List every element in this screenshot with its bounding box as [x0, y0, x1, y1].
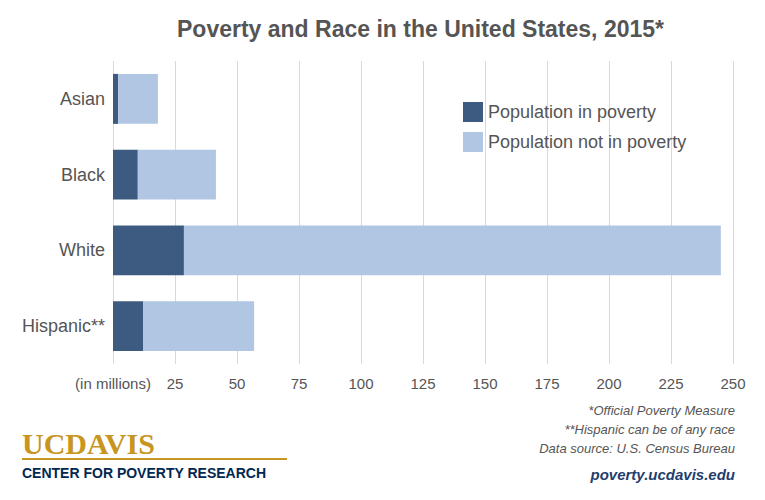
svg-text:75: 75	[291, 375, 308, 392]
svg-text:200: 200	[596, 375, 621, 392]
svg-text:White: White	[59, 240, 105, 260]
svg-text:Black: Black	[61, 165, 106, 185]
svg-text:125: 125	[410, 375, 435, 392]
svg-text:175: 175	[534, 375, 559, 392]
svg-text:225: 225	[658, 375, 683, 392]
svg-text:**Hispanic can be of any race: **Hispanic can be of any race	[564, 422, 735, 437]
svg-text:50: 50	[229, 375, 246, 392]
svg-text:Population in poverty: Population in poverty	[488, 102, 656, 122]
svg-text:Hispanic**: Hispanic**	[22, 316, 105, 336]
svg-text:Poverty and Race in the United: Poverty and Race in the United States, 2…	[177, 16, 664, 42]
svg-text:Asian: Asian	[60, 89, 105, 109]
svg-text:Data source: U.S. Census Burea: Data source: U.S. Census Bureau	[539, 441, 735, 456]
svg-text:Population not in poverty: Population not in poverty	[488, 132, 686, 152]
svg-text:*Official Poverty Measure: *Official Poverty Measure	[588, 403, 735, 418]
svg-text:UCDAVIS: UCDAVIS	[22, 427, 155, 460]
svg-text:250: 250	[720, 375, 745, 392]
svg-text:poverty.ucdavis.edu: poverty.ucdavis.edu	[590, 466, 736, 483]
svg-text:25: 25	[167, 375, 184, 392]
svg-text:100: 100	[348, 375, 373, 392]
svg-text:150: 150	[472, 375, 497, 392]
svg-text:CENTER FOR POVERTY RESEARCH: CENTER FOR POVERTY RESEARCH	[22, 465, 266, 481]
svg-text:(in millions): (in millions)	[75, 375, 151, 392]
